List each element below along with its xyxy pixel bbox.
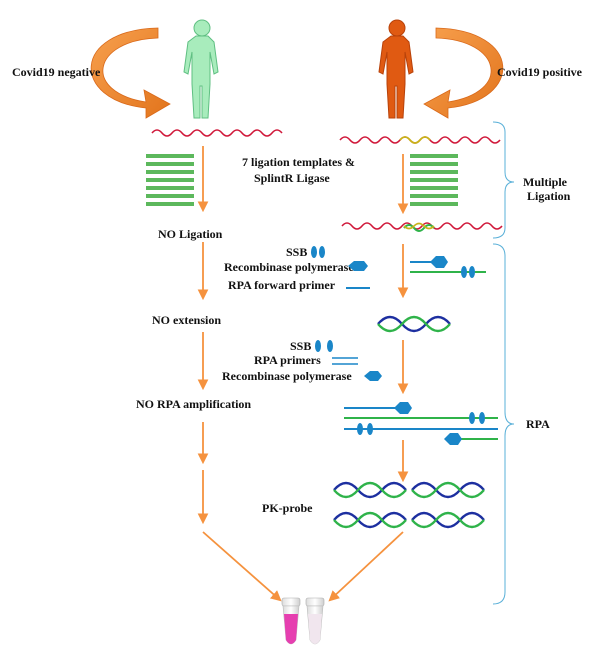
label-recombinase-polymerase-2: Recombinase polymerase: [222, 369, 352, 383]
ssb-bound-icon: [461, 266, 467, 278]
label-no-ligation: NO Ligation: [158, 227, 223, 241]
label-rpa-forward-primer: RPA forward primer: [228, 278, 336, 292]
bracket-multiple-ligation: [492, 121, 515, 239]
label-rpa: RPA: [526, 417, 550, 431]
negative-person-icon: [183, 19, 219, 119]
dsdna-helix-3: [411, 481, 485, 499]
curved-arrow-left: [90, 27, 171, 119]
ssb-icon: [311, 246, 317, 258]
label-no-extension: NO extension: [152, 313, 221, 327]
positive-person-icon: [378, 19, 414, 119]
label-rpa-primers: RPA primers: [254, 353, 321, 367]
dsdna-helix-2: [333, 481, 407, 499]
label-ligation-templates: 7 ligation templates &: [242, 155, 355, 169]
label-covid-negative: Covid19 negative: [12, 65, 101, 79]
label-recombinase-polymerase-1: Recombinase polymerase: [224, 260, 354, 274]
recombinase-polymerase-icon: [348, 261, 368, 271]
label-multiple-ligation-2: Ligation: [527, 189, 571, 203]
arrow-left-final: [202, 531, 282, 602]
dsdna-helix-5: [411, 511, 485, 529]
label-splintr-ligase: SplintR Ligase: [254, 171, 330, 185]
label-no-rpa-amplification: NO RPA amplification: [136, 397, 251, 411]
dsdna-helix-1: [377, 315, 451, 333]
arrow-right-final: [328, 531, 404, 602]
ligated-rna-strand: [341, 222, 503, 230]
curved-arrow-right: [423, 27, 504, 119]
label-pk-probe: PK-probe: [262, 501, 313, 515]
label-covid-positive: Covid19 positive: [497, 65, 583, 79]
bracket-rpa: [492, 243, 515, 605]
rpa-amplification-schematic: [344, 402, 498, 445]
label-multiple-ligation-1: Multiple: [523, 175, 568, 189]
ligated-template-strand: [403, 224, 435, 232]
rna-target-region: [399, 136, 431, 144]
dsdna-helix-4: [333, 511, 407, 529]
ligation-templates-left: [146, 154, 194, 206]
polymerase-on-template-icon: [430, 256, 448, 268]
label-ssb-2: SSB: [290, 339, 311, 353]
label-ssb-1: SSB: [286, 245, 307, 259]
ligation-templates-right: [410, 154, 458, 206]
rna-strand-negative: [151, 129, 283, 137]
tube-negative-clear-icon: [305, 597, 325, 645]
tube-positive-pink-icon: [281, 597, 301, 645]
